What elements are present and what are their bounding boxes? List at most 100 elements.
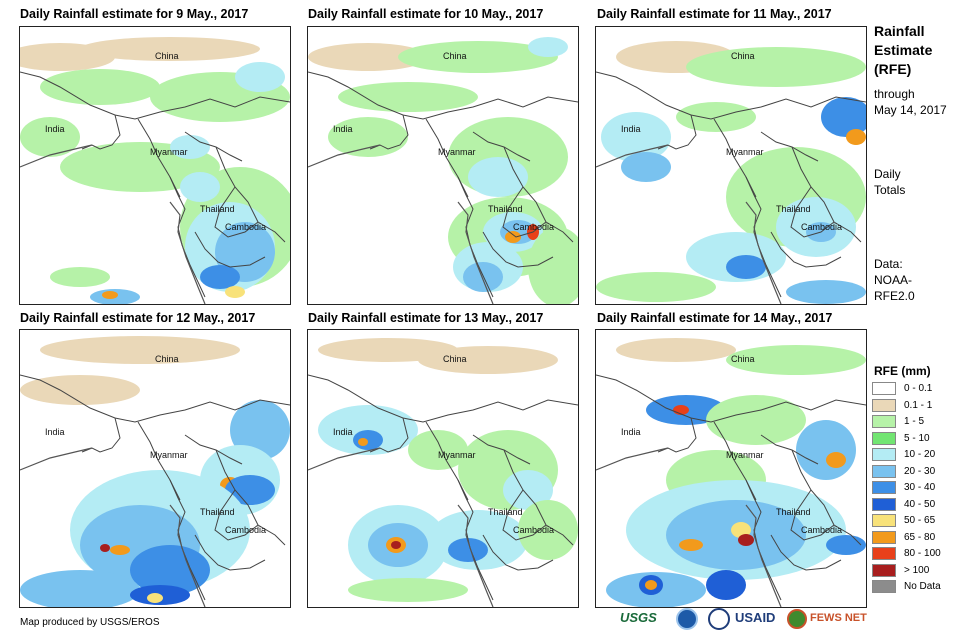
legend-label: 10 - 20 — [904, 449, 936, 460]
rainfall-area — [706, 570, 746, 600]
rainfall-area — [235, 62, 285, 92]
sidebar-data-label: Data: — [874, 257, 903, 271]
sidebar-title-line3: (RFE) — [874, 61, 912, 77]
country-border — [790, 489, 835, 541]
map-label-china: China — [155, 354, 179, 364]
country-border — [308, 71, 578, 120]
map-canvas: China India Myanmar Thailand Cambodia — [20, 330, 290, 607]
map-canvas: China India Myanmar Thailand Cambodia — [596, 27, 866, 304]
map-label-thailand: Thailand — [488, 507, 523, 517]
sidebar-daily: Daily — [874, 167, 901, 181]
country-border — [20, 374, 290, 423]
coastline — [596, 144, 782, 304]
legend-label: 65 - 80 — [904, 531, 936, 543]
rainfall-area — [676, 102, 756, 132]
country-border — [482, 231, 554, 268]
country-border — [791, 146, 862, 243]
legend-label: 80 - 100 — [904, 548, 941, 559]
rainfall-area — [616, 338, 736, 362]
rainfall-area — [408, 430, 468, 470]
rainfall-area — [200, 265, 240, 289]
map-canvas: China India Myanmar Thailand Cambodia — [308, 27, 578, 304]
rainfall-area — [846, 129, 866, 145]
legend-label: 40 - 50 — [904, 498, 936, 510]
country-border — [596, 71, 866, 120]
rainfall-area — [20, 117, 80, 157]
rainfall-area — [358, 438, 368, 446]
rainfall-area — [601, 112, 671, 162]
map-label-china: China — [731, 354, 755, 364]
sidebar-title-line2: Estimate — [874, 42, 933, 58]
map-label-china: China — [155, 51, 179, 61]
map-label-india: India — [333, 124, 353, 134]
map-label-india: India — [333, 427, 353, 437]
map-label-myanmar: Myanmar — [150, 147, 188, 157]
map-label-cambodia: Cambodia — [513, 222, 554, 232]
rainfall-area — [528, 37, 568, 57]
rainfall-area — [308, 43, 428, 71]
legend-swatch — [872, 580, 896, 593]
legend-swatch — [872, 431, 896, 445]
legend-title: RFE (mm) — [874, 364, 931, 378]
sidebar-data-source-1: NOAA- — [874, 273, 913, 287]
legend-swatch — [872, 464, 896, 478]
country-border — [194, 231, 266, 268]
rainfall-area — [40, 336, 240, 364]
coastline — [20, 144, 206, 304]
country-border — [503, 146, 574, 243]
map-label-thailand: Thailand — [200, 507, 235, 517]
panel-title-9-may: Daily Rainfall estimate for 9 May., 2017 — [20, 7, 249, 21]
rainfall-area — [40, 69, 160, 105]
legend-swatch — [872, 398, 896, 412]
legend-swatch — [872, 530, 896, 544]
rainfall-area — [398, 41, 558, 73]
rainfall-map-10-may: China India Myanmar Thailand Cambodia — [307, 26, 579, 305]
map-label-myanmar: Myanmar — [438, 450, 476, 460]
usgs-logo: USGS — [620, 610, 657, 625]
rainfall-area — [348, 578, 468, 602]
rainfall-area — [230, 400, 290, 460]
legend-swatch — [872, 448, 896, 461]
coastline — [308, 447, 494, 607]
legend-label: 20 - 30 — [904, 465, 936, 477]
rainfall-area — [100, 544, 110, 552]
sidebar-data-source-2: RFE2.0 — [874, 289, 915, 303]
map-label-cambodia: Cambodia — [225, 525, 266, 535]
rainfall-area — [621, 152, 671, 182]
rainfall-area — [518, 500, 578, 560]
rainfall-area — [686, 47, 866, 87]
rainfall-area — [102, 291, 118, 299]
rainfall-area — [826, 452, 846, 468]
country-border — [214, 186, 259, 238]
legend-swatch — [872, 514, 896, 527]
map-label-cambodia: Cambodia — [801, 222, 842, 232]
rainfall-area — [147, 593, 163, 603]
map-label-cambodia: Cambodia — [225, 222, 266, 232]
rainfall-area — [738, 534, 754, 546]
rainfall-area — [225, 475, 275, 505]
rainfall-area — [50, 267, 110, 287]
rainfall-area — [391, 541, 401, 549]
map-label-india: India — [621, 124, 641, 134]
country-border — [745, 176, 757, 198]
rainfall-area — [338, 82, 478, 112]
rainfall-map-14-may: China India Myanmar Thailand Cambodia — [595, 329, 867, 608]
panel-title-13-may: Daily Rainfall estimate for 13 May., 201… — [308, 311, 544, 325]
map-canvas: China India Myanmar Thailand Cambodia — [596, 330, 866, 607]
rainfall-area — [528, 227, 578, 304]
country-border — [425, 118, 494, 298]
map-canvas: China India Myanmar Thailand Cambodia — [20, 27, 290, 304]
map-label-thailand: Thailand — [200, 204, 235, 214]
legend-swatch — [872, 497, 896, 511]
legend-label: 30 - 40 — [904, 482, 936, 493]
country-border — [457, 479, 469, 501]
panel-title-12-may: Daily Rainfall estimate for 12 May., 201… — [20, 311, 256, 325]
country-border — [713, 421, 782, 601]
country-border — [482, 534, 554, 571]
map-label-china: China — [731, 51, 755, 61]
usaid-logo: USAID — [735, 610, 776, 625]
rainfall-map-13-may: China India Myanmar Thailand Cambodia — [307, 329, 579, 608]
rainfall-area — [353, 430, 383, 450]
map-canvas: China India Myanmar Thailand Cambodia — [308, 330, 578, 607]
rainfall-area — [503, 470, 553, 510]
